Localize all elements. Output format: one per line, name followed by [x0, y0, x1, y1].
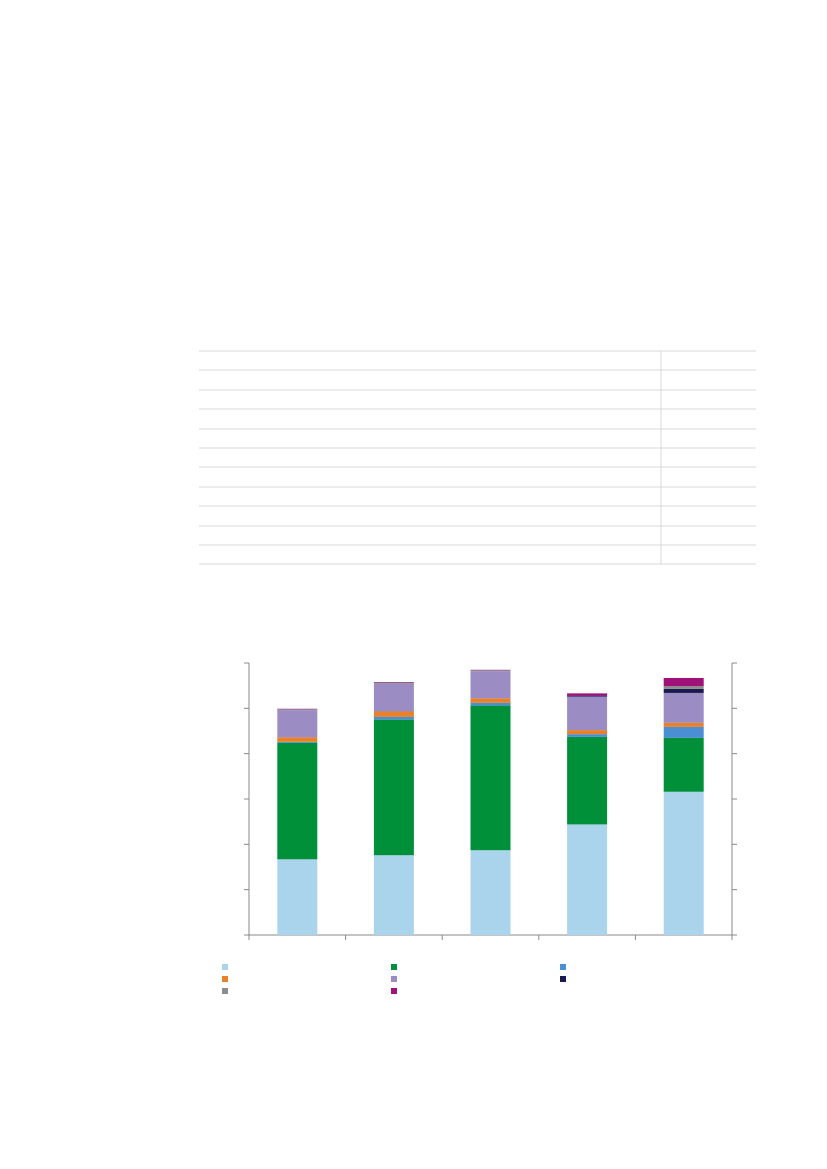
bar-segment: [567, 736, 608, 825]
bar-segment: [470, 698, 511, 703]
bar-segment: [663, 692, 704, 723]
bar-segment: [373, 716, 414, 720]
bar-segment: [567, 695, 608, 697]
bar-segment: [470, 702, 511, 706]
table: [199, 350, 756, 565]
bar-segment: [277, 709, 318, 711]
bar-segment: [663, 686, 704, 689]
legend-marker: [391, 988, 397, 994]
bar-segment: [663, 737, 704, 792]
legend-marker: [560, 964, 566, 970]
bar-segment: [373, 711, 414, 717]
bar-segment: [277, 710, 318, 738]
legend-marker: [391, 964, 397, 970]
legend-marker: [222, 964, 228, 970]
bar-segment: [373, 855, 414, 935]
legend-marker: [560, 976, 566, 982]
bar-segment: [373, 682, 414, 684]
bar-segment: [663, 677, 704, 687]
bar-segment: [567, 696, 608, 731]
legend-marker: [222, 988, 228, 994]
legend-marker: [391, 976, 397, 982]
bar-segment: [277, 737, 318, 742]
chart: [222, 662, 737, 994]
bar-segment: [567, 734, 608, 737]
legend-marker: [222, 976, 228, 982]
bar-segment: [277, 741, 318, 743]
bar-segment: [470, 671, 511, 699]
bar-segment: [470, 850, 511, 935]
bar-segment: [567, 693, 608, 696]
bar-segment: [567, 824, 608, 935]
bar-segment: [470, 705, 511, 851]
bar-segment: [470, 670, 511, 672]
bar-segment: [373, 719, 414, 856]
bar-segment: [663, 688, 704, 693]
bar-segment: [663, 791, 704, 935]
bar-segment: [663, 726, 704, 738]
bar-segment: [277, 742, 318, 860]
bar-segment: [373, 683, 414, 712]
bar-segment: [663, 722, 704, 727]
bar-segment: [567, 730, 608, 735]
bar-segment: [277, 859, 318, 935]
